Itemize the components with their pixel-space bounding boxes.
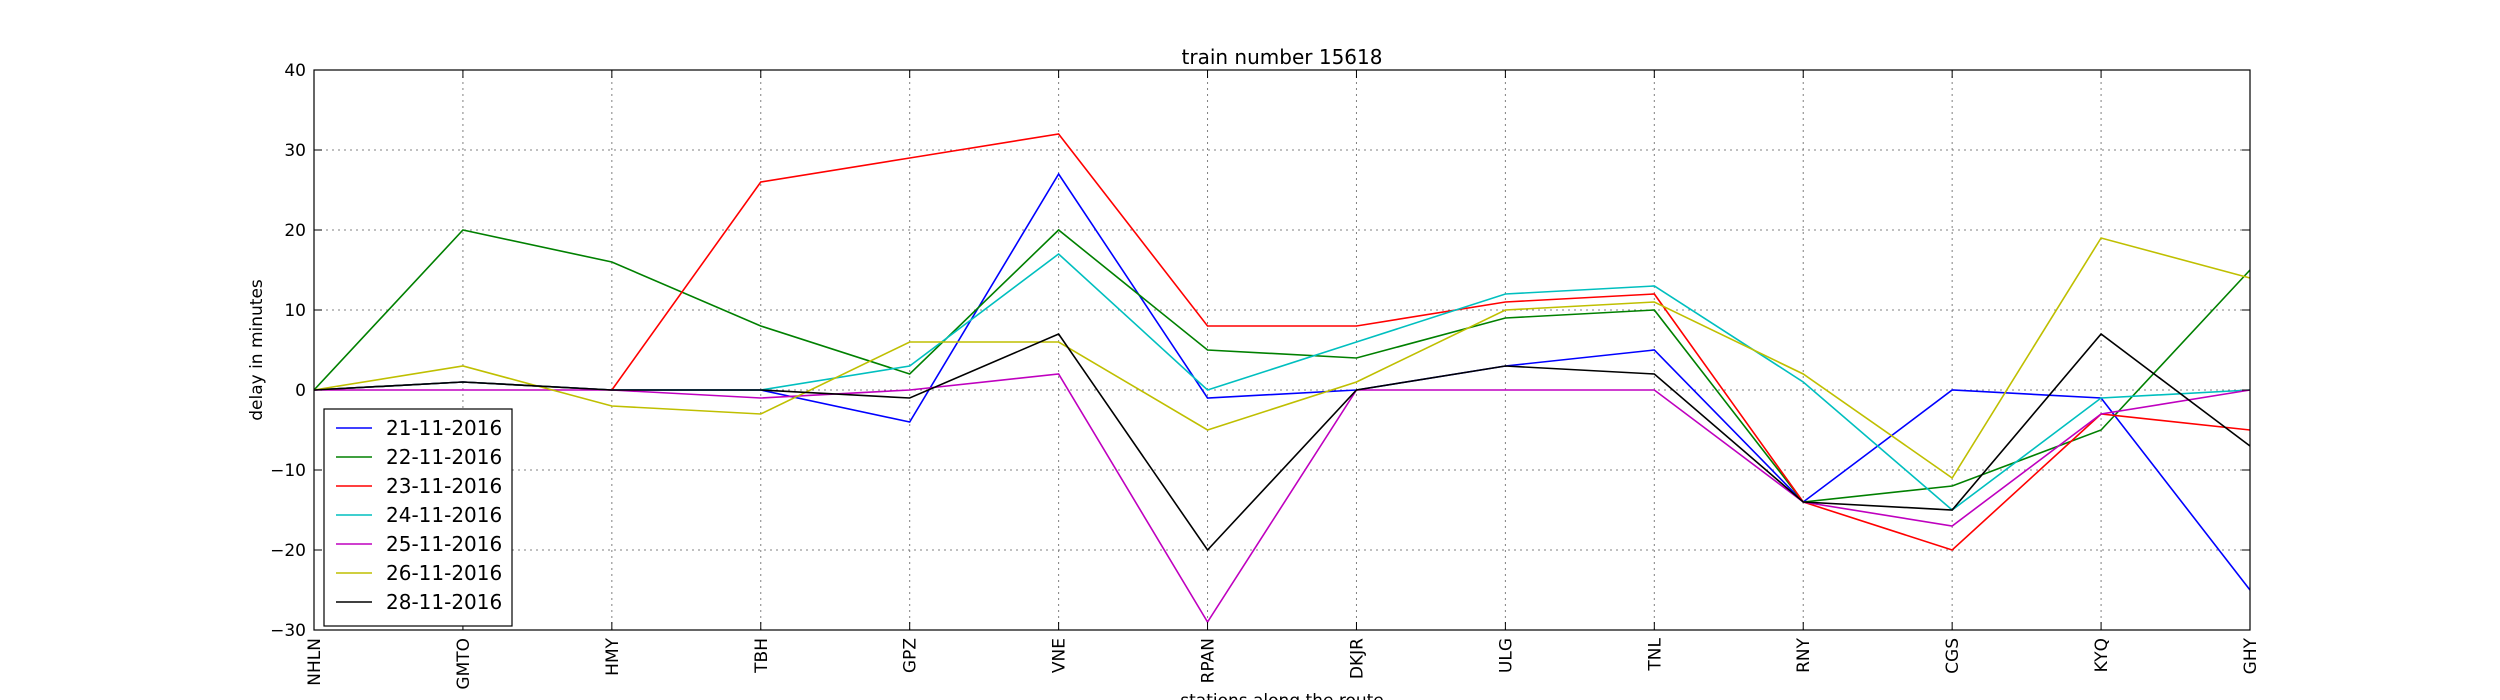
legend-label: 23-11-2016 [386, 474, 502, 498]
legend-box [323, 408, 513, 627]
legend-label: 26-11-2016 [386, 561, 502, 585]
legend-label: 24-11-2016 [386, 503, 502, 527]
legend-label: 22-11-2016 [386, 445, 502, 469]
x-tick-label: VNE [1050, 638, 1070, 673]
y-axis-label: delay in minutes [247, 279, 267, 421]
series-lines [313, 133, 2251, 624]
x-tick-label: GMTO [454, 638, 474, 690]
x-tick-label: ULG [1496, 638, 1516, 673]
x-tick-label: TBH [752, 638, 772, 674]
legend-label: 21-11-2016 [386, 416, 502, 440]
series-line-7 [313, 332, 2251, 552]
y-tick-label: −30 [270, 621, 306, 641]
x-tick-label: KYQ [2092, 638, 2112, 672]
y-tick-label: −20 [270, 541, 306, 561]
y-tick-label: 0 [295, 381, 306, 401]
x-tick-label: TNL [1645, 637, 1665, 671]
x-tick-label: CGS [1943, 638, 1963, 674]
y-tick-label: −10 [270, 461, 306, 481]
y-tick-label: 40 [284, 61, 306, 81]
grid [314, 70, 2250, 630]
series-line-1 [313, 172, 2251, 591]
x-axis-label: stations along the route [1180, 691, 1384, 700]
plot-area-frame [313, 69, 2251, 631]
x-tick-label: RNY [1794, 637, 1814, 673]
x-tick-label: HMY [603, 637, 623, 675]
legend: 21-11-2016 22-11-2016 23-11-2016 24-11-2016… [323, 408, 513, 627]
x-tick-label: GHY [2241, 637, 2261, 674]
legend-label: 28-11-2016 [386, 590, 502, 614]
chart-title: train number 15618 [1182, 45, 1383, 69]
series-line-5 [314, 373, 2251, 624]
x-tick-label: GPZ [901, 638, 921, 673]
series-line-3 [313, 133, 2251, 551]
x-tick-label: RPAN [1199, 638, 1219, 683]
y-tick-label: 10 [284, 301, 306, 321]
x-tick-label: NHLN [305, 638, 325, 686]
series-line-4 [313, 252, 2251, 512]
legend-label: 25-11-2016 [386, 532, 502, 556]
y-tick-label: 30 [284, 141, 306, 161]
x-tick-label: DKJR [1347, 638, 1367, 679]
y-tick-label: 20 [284, 221, 306, 241]
series-line-6 [313, 237, 2251, 480]
